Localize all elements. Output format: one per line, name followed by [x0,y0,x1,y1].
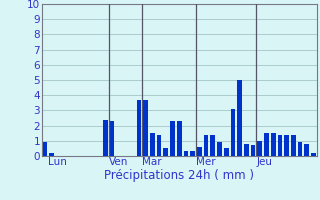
Bar [211,135,215,156]
Bar [291,135,296,156]
Bar [190,151,195,156]
Bar [304,144,309,156]
Bar [257,141,262,156]
Bar [49,153,54,156]
Bar [157,135,161,156]
Bar [204,135,208,156]
Bar [164,148,168,156]
Bar [284,135,289,156]
Bar [103,120,108,156]
Bar [311,153,316,156]
Bar [197,147,202,156]
Bar [277,135,282,156]
Bar [184,151,188,156]
Bar [177,121,181,156]
Bar [244,144,249,156]
Bar [43,142,47,156]
Bar [251,145,255,156]
X-axis label: Précipitations 24h ( mm ): Précipitations 24h ( mm ) [104,169,254,182]
Bar [298,142,302,156]
Bar [271,133,276,156]
Bar [264,133,269,156]
Bar [170,121,175,156]
Bar [230,109,235,156]
Bar [224,148,228,156]
Bar [137,100,141,156]
Bar [217,142,222,156]
Bar [237,80,242,156]
Bar [143,100,148,156]
Bar [150,133,155,156]
Bar [110,121,115,156]
